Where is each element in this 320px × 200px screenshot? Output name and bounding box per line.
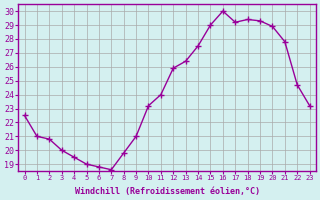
X-axis label: Windchill (Refroidissement éolien,°C): Windchill (Refroidissement éolien,°C): [75, 187, 260, 196]
